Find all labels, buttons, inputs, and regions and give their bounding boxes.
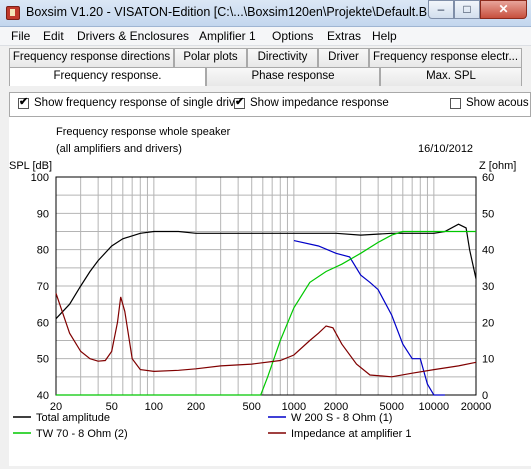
x-tick-label: 200 [187, 401, 205, 413]
x-tick-label: 10000 [419, 401, 450, 413]
y-right-tick-label: 20 [482, 317, 494, 329]
frequency-response-chart: 40 50 60 70 80 90 100 0 10 20 30 40 50 60 20 50 100 200 50… [9, 117, 531, 466]
minimize-button[interactable]: – [428, 0, 454, 19]
series-line-woofer [293, 240, 445, 396]
tab-frequency-response-electrical[interactable]: Frequency response electr... [369, 48, 522, 67]
x-tick-label: 2000 [324, 401, 348, 413]
tab-directivity[interactable]: Directivity [247, 48, 318, 67]
tab-phase-response[interactable]: Phase response [206, 67, 380, 86]
menu-amplifier-1[interactable]: Amplifier 1 [199, 29, 256, 43]
single-drive-checkbox[interactable]: ✔ [18, 96, 29, 109]
menu-options[interactable]: Options [272, 29, 314, 43]
y-left-tick-label: 70 [37, 281, 49, 293]
tab-frequency-response-directions[interactable]: Frequency response directions [9, 48, 174, 67]
y-right-tick-label: 40 [482, 245, 494, 257]
tab-frequency-response[interactable]: Frequency response. [9, 67, 206, 86]
title-bar: Boxsim V1.20 - VISATON-Edition [C:\...\B… [0, 0, 531, 27]
boxsim-app-icon[interactable] [6, 6, 20, 20]
chart-subtitle: (all amplifiers and drivers) [56, 143, 182, 155]
acoustic-label[interactable]: Show acous [466, 97, 529, 109]
y-right-tick-label: 50 [482, 208, 494, 220]
x-tick-label: 20 [50, 401, 62, 413]
legend-label-tweeter: TW 70 - 8 Ohm (2) [36, 428, 128, 440]
plot-frame [55, 176, 477, 396]
x-tick-label: 20000 [461, 401, 492, 413]
menu-help[interactable]: Help [372, 29, 397, 43]
window-title: Boxsim V1.20 - VISATON-Edition [C:\...\B… [26, 5, 446, 19]
acoustic-checkbox[interactable] [450, 98, 461, 109]
y-left-tick-label: 50 [37, 354, 49, 366]
y-right-tick-label: 30 [482, 281, 494, 293]
x-tick-label: 500 [243, 401, 261, 413]
menu-file[interactable]: File [11, 29, 31, 43]
impedance-label[interactable]: Show impedance response [250, 97, 389, 109]
series-line-impedance [55, 293, 477, 378]
single-drive-label[interactable]: Show frequency response of single drive [34, 97, 242, 109]
chart-date: 16/10/2012 [418, 143, 473, 155]
y-axis-left-label: SPL [dB] [9, 160, 52, 172]
legend-label-woofer: W 200 S - 8 Ohm (1) [291, 412, 392, 424]
menu-bar: File Edit Drivers & Enclosures Amplifier… [0, 27, 531, 46]
series-line-tweeter [56, 230, 476, 396]
menu-extras[interactable]: Extras [327, 29, 362, 43]
menu-edit[interactable]: Edit [43, 29, 64, 43]
x-tick-label: 50 [106, 401, 118, 413]
x-tick-label: 1000 [282, 401, 306, 413]
x-tick-label: 100 [145, 401, 163, 413]
checkmark-icon: ✔ [235, 96, 245, 108]
checkmark-icon: ✔ [19, 96, 29, 108]
menu-drivers-enclosures[interactable]: Drivers & Enclosures [77, 29, 190, 43]
close-button[interactable]: ✕ [480, 0, 527, 19]
y-left-tick-label: 40 [37, 390, 49, 402]
impedance-checkbox[interactable]: ✔ [234, 96, 245, 109]
tab-max-spl[interactable]: Max. SPL [380, 67, 522, 86]
y-right-tick-label: 60 [482, 172, 494, 184]
y-right-tick-label: 10 [482, 354, 494, 366]
legend-label-impedance: Impedance at amplifier 1 [291, 428, 411, 440]
y-axis-right-label: Z [ohm] [479, 160, 516, 172]
maximize-button[interactable]: □ [454, 0, 480, 19]
legend-layer: Total amplitude TW 70 - 8 Ohm (2) W 200 S … [13, 412, 411, 440]
legend-label-total: Total amplitude [36, 412, 110, 424]
series-layer [55, 223, 477, 396]
y-right-tick-label: 0 [482, 390, 488, 402]
y-left-tick-label: 80 [37, 245, 49, 257]
y-left-tick-label: 60 [37, 317, 49, 329]
y-left-tick-label: 90 [37, 208, 49, 220]
options-bar: ✔ Show frequency response of single driv… [9, 92, 531, 117]
x-tick-label: 5000 [379, 401, 403, 413]
tab-driver[interactable]: Driver [318, 48, 369, 67]
y-left-tick-label: 100 [31, 172, 49, 184]
tab-polar-plots[interactable]: Polar plots [174, 48, 247, 67]
chart-title: Frequency response whole speaker [56, 126, 231, 138]
